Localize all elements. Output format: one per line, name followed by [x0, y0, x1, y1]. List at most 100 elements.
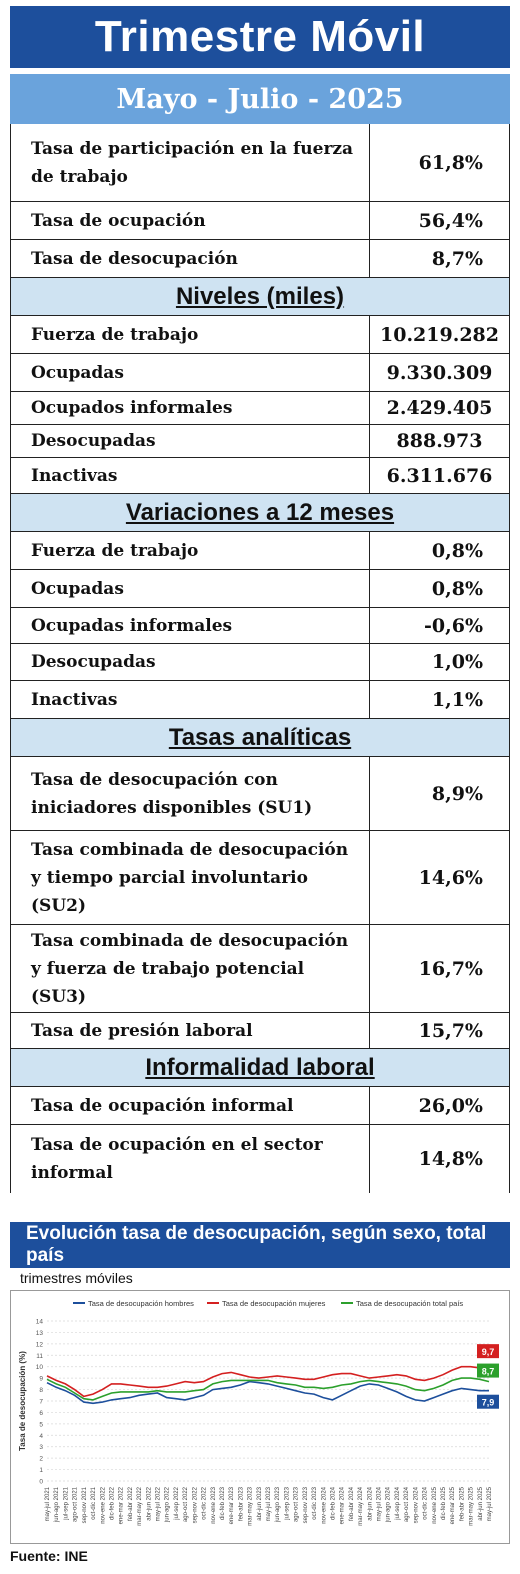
x-tick-label: jul-sep 2023 — [284, 1486, 290, 1520]
y-tick-label: 8 — [39, 1387, 43, 1394]
row-value: 0,8% — [369, 532, 509, 569]
x-tick-label: jun-ago 2024 — [386, 1486, 392, 1523]
y-tick-label: 9 — [39, 1376, 43, 1383]
row-value: 61,8% — [369, 124, 509, 201]
row-value: 15,7% — [369, 1013, 509, 1048]
row-label: Ocupadas informales — [31, 615, 233, 636]
x-tick-label: jul-sep 2021 — [63, 1486, 69, 1520]
x-tick-label: ago-oct 2023 — [294, 1486, 300, 1522]
x-tick-label: mar-may 2024 — [358, 1486, 364, 1525]
line-chart-svg: Tasa de desocupación hombres Tasa de deso… — [18, 1299, 499, 1526]
row-label: Tasa de ocupación informal — [31, 1095, 294, 1116]
y-tick-label: 7 — [39, 1399, 43, 1406]
row-value: 1,1% — [369, 681, 509, 718]
end-label-box — [477, 1394, 499, 1409]
row-label: Ocupadas — [31, 578, 124, 599]
section-title-levels: Niveles (miles) — [10, 278, 510, 316]
x-tick-label: sep-nov 2024 — [413, 1486, 419, 1523]
row-label: Tasa combinada de desocupación y fuerza … — [31, 930, 349, 1007]
y-tick-label: 6 — [39, 1410, 43, 1417]
x-tick-label: oct-dic 2021 — [91, 1486, 97, 1519]
x-tick-label: feb-abr 2022 — [128, 1486, 134, 1521]
y-axis-label: Tasa de desocupación (%) — [18, 1351, 27, 1451]
x-tick-label: abr-jun 2024 — [367, 1486, 373, 1520]
end-label-box — [477, 1344, 499, 1359]
x-tick-label: feb-abr 2025 — [459, 1486, 465, 1521]
row-value: 10.219.282 — [369, 316, 509, 353]
row-label: Desocupadas — [31, 431, 156, 451]
unemployment-chart: Tasa de desocupación hombres Tasa de deso… — [10, 1290, 510, 1544]
x-tick-label: jul-sep 2024 — [395, 1486, 401, 1520]
row-label: Tasa de desocupación — [31, 248, 238, 269]
x-tick-label: abr-jun 2022 — [146, 1486, 152, 1520]
x-tick-label: dic-feb 2023 — [220, 1486, 226, 1520]
x-tick-label: nov-ene 2022 — [100, 1486, 106, 1523]
row-label: Ocupadas — [31, 362, 124, 383]
x-tick-label: oct-dic 2024 — [423, 1486, 429, 1519]
x-tick-label: ene-mar 2025 — [450, 1486, 456, 1524]
row-label: Tasa de presión laboral — [31, 1020, 253, 1041]
row-value: 2.429.405 — [369, 392, 509, 424]
row-label: Tasa combinada de desocupación y tiempo … — [31, 839, 349, 916]
row-value: 16,7% — [369, 925, 509, 1012]
y-tick-label: 12 — [36, 1341, 44, 1348]
y-tick-label: 4 — [39, 1433, 43, 1440]
row-value: 14,6% — [369, 831, 509, 924]
x-tick-label: oct-dic 2023 — [312, 1486, 318, 1519]
x-tick-label: ene-mar 2022 — [119, 1486, 125, 1524]
row-value: 0,8% — [369, 570, 509, 607]
x-tick-label: mar-may 2023 — [248, 1486, 254, 1525]
table-row: Tasa de ocupación informal 26,0% — [10, 1087, 510, 1125]
row-label: Desocupadas — [31, 652, 156, 672]
table-row: Ocupadas 9.330.309 — [10, 354, 510, 392]
legend-label: Tasa de desocupación mujeres — [222, 1299, 326, 1308]
table-row: Tasa de participación en la fuerza de tr… — [10, 124, 510, 202]
table-row: Tasa combinada de desocupación y tiempo … — [10, 831, 510, 925]
x-tick-label: sep-nov 2023 — [303, 1486, 309, 1523]
x-tick-label: may-jul 2025 — [487, 1486, 493, 1521]
table-row: Tasa de desocupación 8,7% — [10, 240, 510, 278]
x-tick-label: nov-ene 2023 — [211, 1486, 217, 1523]
table-row: Tasa de desocupación con iniciadores dis… — [10, 757, 510, 831]
y-tick-label: 11 — [36, 1353, 43, 1360]
x-tick-label: abr-jun 2023 — [257, 1486, 263, 1520]
y-tick-label: 3 — [39, 1444, 43, 1451]
chart-series — [46, 1365, 490, 1405]
x-tick-label: mar-may 2022 — [137, 1486, 143, 1525]
row-value: 26,0% — [369, 1087, 509, 1124]
x-tick-label: dic-feb 2024 — [331, 1486, 337, 1520]
x-tick-label: nov-ene 2024 — [321, 1486, 327, 1523]
x-tick-label: may-jul 2023 — [266, 1486, 272, 1521]
x-tick-label: may-jul 2022 — [156, 1486, 162, 1521]
table-row: Inactivas 6.311.676 — [10, 458, 510, 494]
y-tick-label: 14 — [36, 1319, 44, 1326]
row-label: Ocupados informales — [31, 398, 233, 418]
table-row: Ocupadas informales -0,6% — [10, 608, 510, 644]
table-row: Inactivas 1,1% — [10, 681, 510, 719]
row-label: Tasa de ocupación — [31, 210, 206, 231]
x-tick-label: abr-jun 2025 — [478, 1486, 484, 1520]
x-tick-label: jun-ago 2021 — [54, 1486, 60, 1523]
row-label: Tasa de desocupación con iniciadores dis… — [31, 769, 313, 818]
x-tick-label: dic-feb 2025 — [441, 1486, 447, 1520]
table-row: Ocupados informales 2.429.405 — [10, 392, 510, 425]
series-line — [46, 1377, 490, 1401]
row-value: 8,7% — [369, 240, 509, 277]
x-tick-label: ago-oct 2024 — [404, 1486, 410, 1522]
y-tick-label: 2 — [39, 1456, 43, 1463]
x-tick-label: dic-feb 2022 — [110, 1486, 116, 1520]
x-tick-label: jun-ago 2022 — [165, 1486, 171, 1523]
row-label: Tasa de ocupación en el sector informal — [31, 1135, 323, 1183]
x-tick-label: ago-oct 2021 — [73, 1486, 79, 1522]
table-row: Desocupadas 888.973 — [10, 425, 510, 458]
chart-subtitle: trimestres móviles — [20, 1270, 133, 1286]
end-value-labels: 9,7 8,7 7,9 — [477, 1344, 499, 1409]
series-line — [46, 1380, 489, 1405]
row-label: Inactivas — [31, 465, 118, 486]
indicators-table: Tasa de participación en la fuerza de tr… — [10, 124, 510, 1193]
table-row: Desocupadas 1,0% — [10, 644, 510, 681]
chart-grid — [47, 1320, 489, 1482]
end-label-box — [477, 1363, 499, 1378]
x-tick-label: ene-mar 2024 — [340, 1486, 346, 1524]
